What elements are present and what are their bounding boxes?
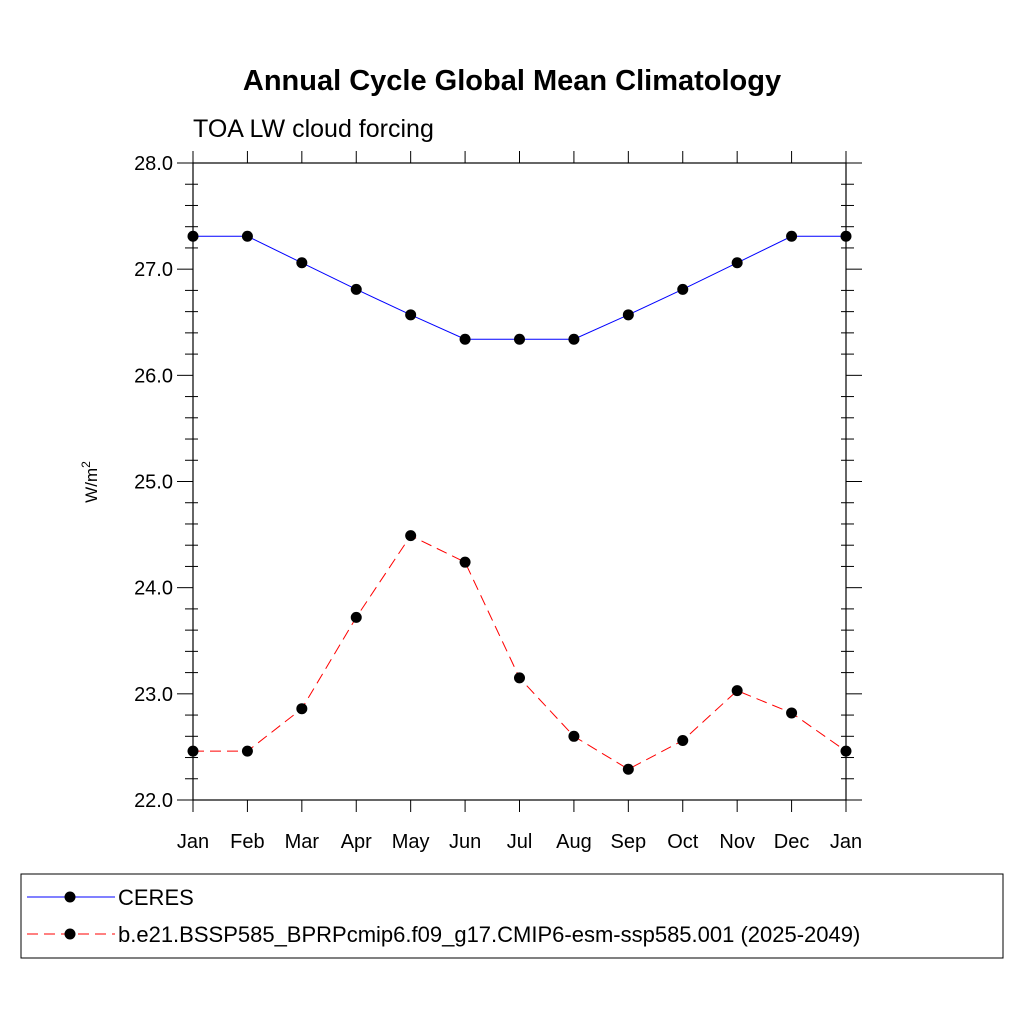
series-1-point: [731, 685, 743, 697]
chart-title: Annual Cycle Global Mean Climatology: [243, 65, 781, 97]
series-1-point: [622, 763, 634, 775]
x-tick-label: Dec: [774, 831, 810, 853]
x-tick-label: Jan: [830, 831, 862, 853]
series-0-point: [459, 333, 471, 345]
legend-box: [20, 873, 1004, 959]
y-tick-label: 22.0: [134, 790, 173, 812]
y-axis: 22.0 23.0 24.0 25.0 26.0 27.0 28.0: [134, 153, 862, 812]
x-tick-label: Mar: [285, 831, 320, 853]
x-tick-label: Jan: [177, 831, 209, 853]
series-line-1: [193, 535, 847, 770]
series-0-point: [296, 257, 308, 269]
series-1-point: [677, 735, 689, 747]
series-1-point: [786, 707, 798, 719]
y-tick-label: 25.0: [134, 472, 173, 494]
x-axis: Jan Feb Mar Apr May Jun Jul Aug Sep Oct Nov Dec Jan: [177, 151, 862, 853]
series-1-point: [405, 530, 417, 542]
legend-marker-1: [64, 928, 76, 940]
series-1-point: [296, 703, 308, 715]
x-tick-label: Apr: [341, 831, 372, 853]
series-0-point: [786, 230, 798, 242]
series-0-point: [568, 333, 580, 345]
series-0-point: [622, 309, 634, 321]
plot-frame: [192, 162, 847, 801]
y-axis-label-exponent: 2: [79, 461, 93, 468]
series-1-point: [459, 556, 471, 568]
x-tick-label: Jul: [507, 831, 533, 853]
chart-subtitle: TOA LW cloud forcing: [193, 115, 434, 143]
series-1-point: [187, 745, 199, 757]
legend-marker-0: [64, 891, 76, 903]
x-tick-label: Aug: [556, 831, 592, 853]
legend-label-1: b.e21.BSSP585_BPRPcmip6.f09_g17.CMIP6-es…: [118, 922, 860, 947]
series-0-point: [405, 309, 417, 321]
x-tick-label: Oct: [667, 831, 699, 853]
series-0-point: [677, 283, 689, 295]
x-tick-label: Nov: [719, 831, 755, 853]
series-1-point: [840, 745, 852, 757]
y-axis-label: W/m2: [79, 461, 101, 503]
series-0-point: [840, 230, 852, 242]
series-0-point: [187, 230, 199, 242]
y-tick-label: 23.0: [134, 684, 173, 706]
plot-border: [192, 162, 847, 801]
series-0-point: [731, 257, 743, 269]
y-axis-label-unit: W/m: [82, 468, 101, 503]
series-layer: [187, 230, 852, 775]
y-tick-label: 24.0: [134, 578, 173, 600]
legend-label-0: CERES: [118, 885, 194, 910]
series-0-point: [241, 230, 253, 242]
x-tick-label: Sep: [611, 831, 647, 853]
y-tick-label: 26.0: [134, 365, 173, 387]
series-1-point: [350, 611, 362, 623]
series-1-point: [514, 672, 525, 684]
series-line-0: [193, 235, 846, 340]
series-0-point: [514, 333, 525, 345]
x-tick-label: Feb: [230, 831, 264, 853]
y-tick-label: 27.0: [134, 259, 173, 281]
x-tick-label: May: [392, 831, 430, 853]
x-tick-label: Jun: [449, 831, 481, 853]
series-1-point: [241, 745, 253, 757]
series-1-point: [568, 730, 580, 742]
series-0-point: [350, 283, 362, 295]
y-tick-label: 28.0: [134, 153, 173, 175]
legend: CERES b.e21.BSSP585_BPRPcmip6.f09_g17.CMI…: [20, 873, 1004, 959]
